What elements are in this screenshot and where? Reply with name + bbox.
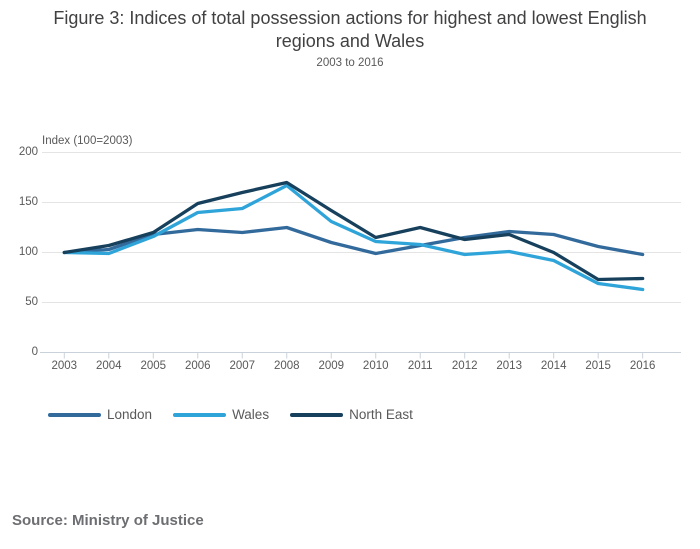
x-tick-label: 2007	[229, 360, 256, 372]
x-tick-label: 2006	[184, 360, 211, 372]
legend-label: Wales	[232, 407, 270, 422]
chart-legend: London Wales North East	[48, 407, 413, 422]
x-tick-label: 2015	[585, 360, 611, 372]
chart-title: Figure 3: Indices of total possession ac…	[53, 8, 647, 51]
x-tick-label: 2012	[451, 360, 478, 372]
x-tick-label: 2008	[273, 360, 300, 372]
x-tick-label: 2011	[407, 360, 433, 372]
x-tick-label: 2009	[318, 360, 345, 372]
y-tick-label: 200	[18, 145, 38, 158]
legend-swatch	[48, 412, 101, 417]
legend-item-london: London	[48, 407, 152, 422]
series-line-north-east	[62, 180, 645, 282]
legend-swatch	[173, 412, 227, 417]
source-note: Source: Ministry of Justice	[12, 512, 204, 529]
legend-item-north-east: North East	[290, 407, 413, 422]
x-tick-label: 2016	[629, 360, 656, 372]
y-tick-label: 50	[25, 295, 38, 308]
legend-label: North East	[349, 407, 413, 422]
y-tick-label: 100	[18, 245, 38, 258]
y-axis-title: Index (100=2003)	[42, 135, 133, 147]
legend-item-wales: Wales	[173, 407, 269, 422]
x-tick-label: 2013	[496, 360, 522, 372]
x-tick-label: 2014	[540, 360, 567, 372]
x-tick-label: 2003	[51, 360, 78, 372]
x-tick-label: 2005	[140, 360, 167, 372]
chart-subtitle: 2003 to 2016	[316, 57, 384, 69]
x-tick-label: 2004	[95, 360, 122, 372]
legend-swatch	[290, 412, 344, 417]
x-tick-label: 2010	[362, 360, 389, 372]
y-tick-label: 0	[31, 345, 38, 358]
series-line-wales	[62, 183, 645, 292]
y-tick-label: 150	[18, 195, 38, 208]
legend-label: London	[107, 407, 153, 422]
